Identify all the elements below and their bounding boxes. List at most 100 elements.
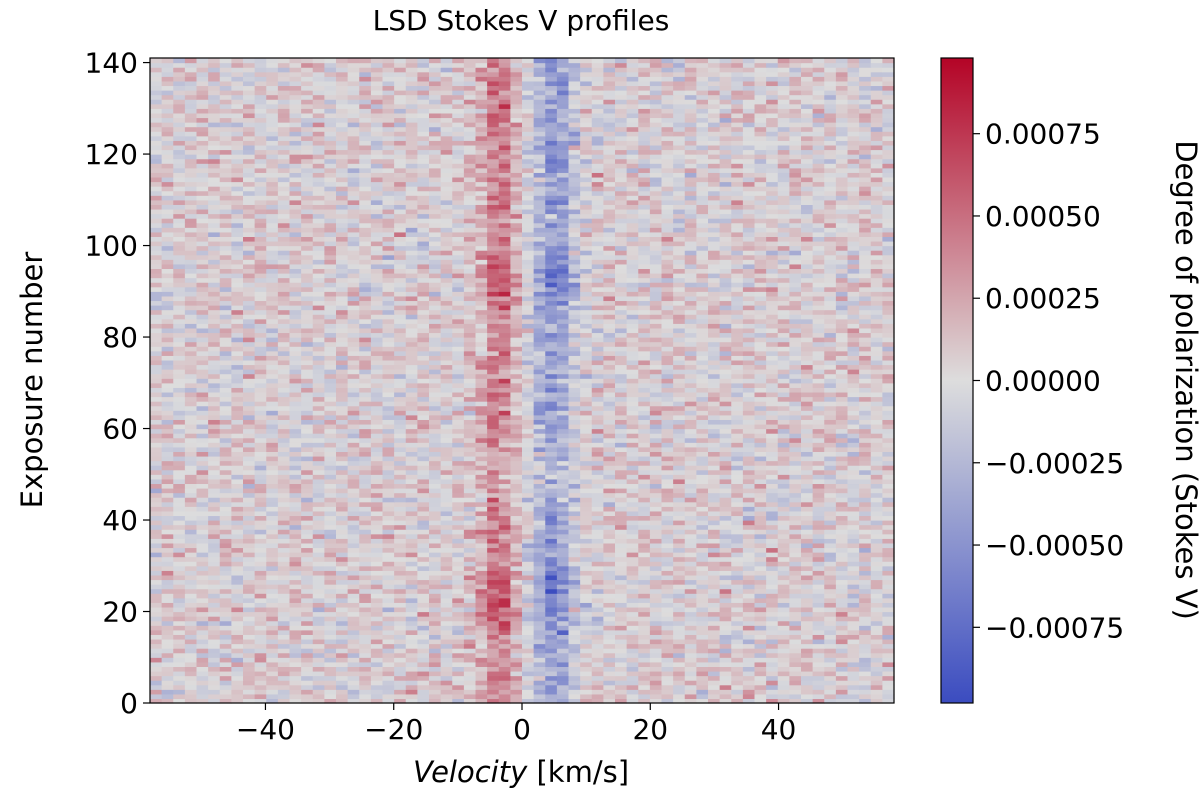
heatmap-cell [417,419,430,425]
heatmap-cell [533,433,546,439]
heatmap-cell [766,565,779,571]
heatmap-cell [568,501,581,507]
heatmap-cell [184,460,198,466]
heatmap-cell [161,638,174,645]
heatmap-cell [394,492,407,498]
heatmap-cell [522,483,535,489]
heatmap-cell [661,364,674,370]
heatmap-cell [719,698,732,704]
heatmap-cell [824,670,837,677]
heatmap-cell [347,520,360,526]
heatmap-cell [196,474,209,480]
heatmap-cell [824,478,837,485]
heatmap-cell [626,455,639,462]
heatmap-cell [266,428,279,434]
heatmap-cell [522,611,535,617]
heatmap-cell [696,670,709,677]
heatmap-cell [638,515,651,521]
heatmap-cell [405,369,418,375]
heatmap-cell [766,414,779,420]
heatmap-cell [510,510,523,517]
heatmap-cell [545,405,558,411]
heatmap-cell [452,520,465,526]
heatmap-cell [754,410,767,416]
heatmap-cell [405,661,418,667]
heatmap-cell [208,520,221,526]
heatmap-cell [533,478,546,485]
heatmap-cell [243,597,256,603]
heatmap-cell [219,670,232,677]
heatmap-cell [835,529,849,535]
heatmap-cell [603,556,616,562]
heatmap-cell [254,542,267,549]
heatmap-cell [684,346,697,352]
heatmap-cell [766,378,779,384]
heatmap-cell [301,497,314,503]
heatmap-cell [440,488,453,494]
heatmap-cell [254,675,267,681]
heatmap-cell [417,693,430,700]
heatmap-cell [870,547,883,553]
heatmap-cell [196,369,209,375]
heatmap-cell [277,364,291,370]
heatmap-cell [859,588,872,594]
heatmap-cell [742,556,756,562]
heatmap-cell [812,469,825,475]
heatmap-cell [231,410,244,416]
heatmap-cell [405,460,418,466]
heatmap-cell [638,670,651,677]
heatmap-cell [510,570,523,576]
heatmap-cell [789,661,802,667]
heatmap-cell [440,638,453,645]
heatmap-cell [742,455,756,462]
heatmap-cell [777,533,790,539]
heatmap-cell [626,689,639,695]
heatmap-cell [359,382,372,388]
heatmap-cell [266,446,279,452]
heatmap-cell [463,460,477,466]
heatmap-cell [673,661,686,667]
heatmap-cell [766,506,779,512]
heatmap-cell [405,433,418,439]
heatmap-cell [219,693,232,700]
heatmap-cell [591,579,604,585]
heatmap-cell [487,501,500,507]
heatmap-cell [277,446,291,452]
heatmap-cell [405,478,418,485]
heatmap-cell [696,593,709,599]
heatmap-cell [568,414,581,420]
heatmap-cell [429,396,442,402]
heatmap-cell [301,606,314,613]
heatmap-cell [870,661,883,667]
heatmap-cell [347,574,360,581]
heatmap-cell [510,547,523,553]
heatmap-cell [870,584,883,590]
heatmap-cell [324,629,337,635]
heatmap-cell [522,542,535,549]
heatmap-cell [289,547,302,553]
heatmap-cell [661,515,674,521]
heatmap-cell [847,396,860,402]
heatmap-cell [208,529,221,535]
heatmap-cell [150,378,163,384]
heatmap-cell [812,451,825,457]
heatmap-cell [533,574,546,581]
heatmap-cell [766,675,779,681]
heatmap-cell [591,492,604,498]
heatmap-cell [638,396,651,402]
heatmap-cell [719,451,732,457]
heatmap-cell [510,465,523,471]
heatmap-cell [452,661,465,667]
heatmap-cell [475,373,488,379]
heatmap-cell [673,465,686,471]
heatmap-cell [708,620,721,626]
heatmap-cell [859,373,872,379]
heatmap-cell [312,355,325,361]
heatmap-cell [219,684,232,690]
heatmap-cell [533,378,546,384]
heatmap-cell [638,478,651,485]
heatmap-cell [708,359,721,366]
heatmap-cell [580,378,593,384]
heatmap-cell [673,483,686,489]
heatmap-cell [266,414,279,420]
